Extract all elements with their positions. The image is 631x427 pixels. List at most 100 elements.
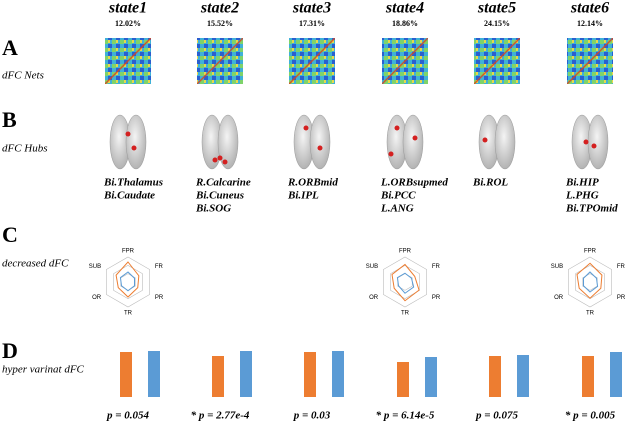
state-title: state4 [385, 0, 424, 17]
hub-dot [412, 135, 418, 141]
bar [120, 352, 132, 397]
hub-dot [217, 155, 223, 161]
hub-label: R.ORBmid [287, 177, 338, 189]
heatmap-diagonal [197, 38, 243, 84]
p-value: p = 0.075 [475, 410, 519, 422]
heatmap-diagonal [474, 38, 520, 84]
radar-axis-label: PR [617, 295, 626, 301]
p-value: * p = 0.005 [565, 410, 616, 422]
radar-axis-label: SUB [551, 264, 563, 270]
radar-axis-label: OR [369, 295, 379, 301]
row-letter: A [2, 35, 18, 60]
hub-dot [388, 151, 394, 157]
bar [489, 356, 501, 397]
brain-right [309, 114, 331, 170]
hub-dot [212, 157, 218, 163]
brain-right [587, 114, 609, 170]
radar-axis-label: SUB [89, 264, 101, 270]
row-label: decreased dFC [2, 258, 69, 270]
hub-label: Bi.PCC [380, 190, 416, 202]
brain-right [494, 114, 516, 170]
state-percent: 24.15% [484, 19, 510, 28]
bar [212, 356, 224, 397]
p-value: p = 0.03 [293, 410, 331, 422]
state-percent: 17.31% [299, 19, 325, 28]
radar-axis-label: FR [155, 264, 164, 270]
radar-grid [582, 273, 598, 291]
radar-grid [568, 256, 612, 308]
hub-dot [317, 145, 323, 151]
hub-label: Bi.Thalamus [103, 177, 163, 189]
brain-right [125, 114, 147, 170]
heatmap-diagonal [289, 38, 335, 84]
bar [397, 362, 409, 397]
radar-grid [106, 256, 150, 308]
radar-series [391, 263, 420, 302]
heatmap-diagonal [105, 38, 151, 84]
bar [240, 351, 252, 397]
bar [610, 352, 622, 397]
bar [582, 356, 594, 397]
hub-label: R.Calcarine [195, 177, 251, 189]
radar-series [576, 262, 603, 299]
hub-dot [583, 139, 589, 145]
radar-grid [390, 264, 420, 300]
hub-label: L.PHG [565, 190, 599, 202]
radar-grid [575, 264, 605, 300]
hub-label: Bi.IPL [287, 190, 319, 202]
radar-series [396, 272, 415, 294]
state-title: state1 [108, 0, 147, 17]
row-letter: D [2, 338, 18, 363]
hub-dot [303, 125, 309, 131]
brain-right [217, 114, 239, 170]
radar-axis-label: PR [432, 295, 441, 301]
bar [332, 351, 344, 397]
hub-label: Bi.Cuneus [195, 190, 244, 202]
radar-series [583, 271, 599, 293]
brain-right [402, 114, 424, 170]
radar-axis-label: FPR [584, 249, 597, 255]
bar [425, 357, 437, 397]
state-title: state3 [292, 0, 331, 17]
radar-series [119, 271, 135, 292]
state-percent: 12.14% [577, 19, 603, 28]
row-label: dFC Hubs [2, 143, 48, 155]
radar-axis-label: TR [586, 311, 595, 317]
bar [148, 351, 160, 397]
heatmap-diagonal [382, 38, 428, 84]
radar-axis-label: OR [92, 295, 102, 301]
radar-axis-label: TR [124, 311, 133, 317]
radar-axis-label: PR [155, 295, 164, 301]
radar-axis-label: FR [432, 264, 441, 270]
p-value: p = 0.054 [106, 410, 150, 422]
radar-grid [383, 256, 427, 308]
hub-label: Bi.HIP [565, 177, 599, 189]
p-value: * p = 2.77e-4 [191, 410, 250, 422]
p-value: * p = 6.14e-5 [376, 410, 435, 422]
state-percent: 18.86% [392, 19, 418, 28]
row-label: dFC Nets [2, 70, 44, 82]
hub-label: Bi.SOG [195, 203, 231, 215]
hub-dot [222, 159, 228, 165]
hub-label: Bi.Caudate [103, 190, 155, 202]
state-percent: 15.52% [207, 19, 233, 28]
radar-axis-label: FPR [122, 249, 135, 255]
bar [517, 355, 529, 397]
hub-dot [482, 137, 488, 143]
row-letter: B [2, 107, 17, 132]
row-letter: C [2, 222, 18, 247]
radar-axis-label: FPR [399, 249, 412, 255]
radar-axis-label: SUB [366, 264, 378, 270]
radar-series [115, 261, 140, 298]
state-title: state2 [200, 0, 239, 17]
hub-label: Bi.ROL [472, 177, 508, 189]
radar-axis-label: FR [617, 264, 626, 270]
radar-axis-label: OR [554, 295, 564, 301]
state-title: state6 [570, 0, 609, 17]
state-percent: 12.02% [115, 19, 141, 28]
hub-label: L.ANG [380, 203, 414, 215]
radar-axis-label: TR [401, 311, 410, 317]
row-label: hyper varinat dFC [2, 364, 85, 376]
state-title: state5 [477, 0, 516, 17]
